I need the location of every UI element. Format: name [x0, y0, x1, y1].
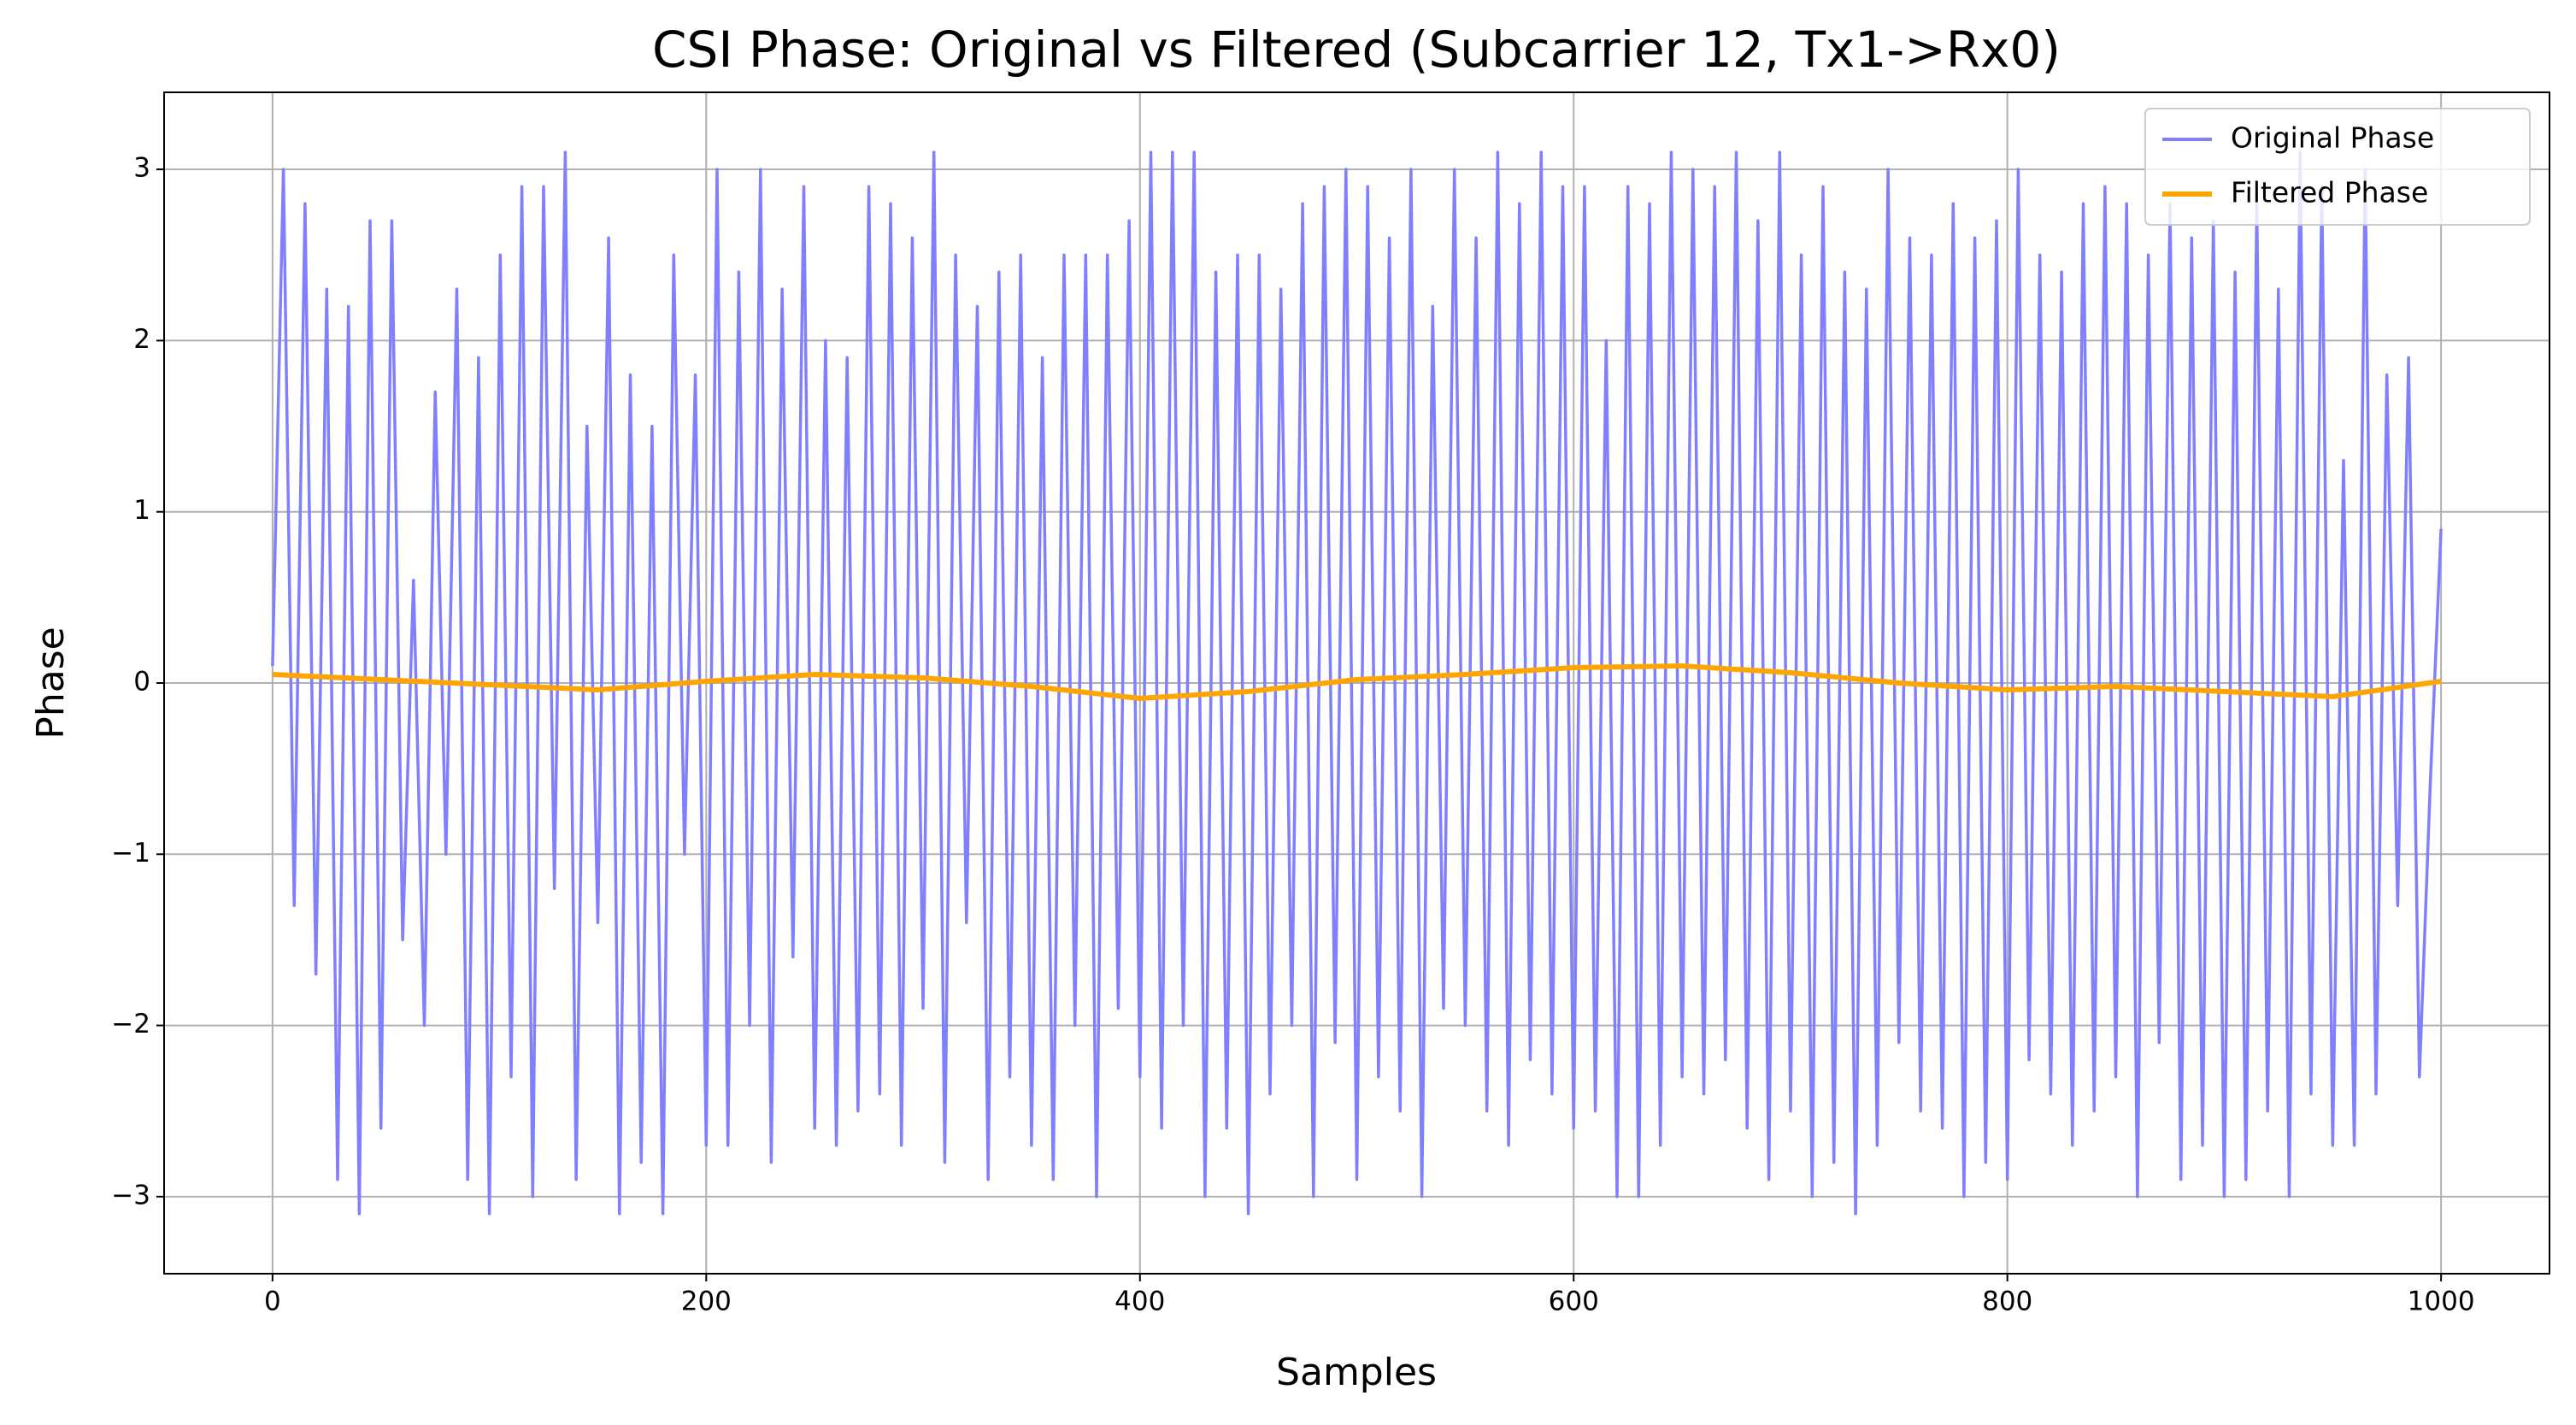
x-tick-label: 600 [1549, 1287, 1599, 1317]
x-tick-label: 1000 [2408, 1287, 2475, 1317]
y-tick-label: −1 [111, 838, 150, 869]
y-tick-label: −3 [111, 1180, 150, 1210]
chart-title: CSI Phase: Original vs Filtered (Subcarr… [652, 21, 2061, 79]
y-tick-label: 0 [133, 667, 150, 698]
y-axis-label: Phase [29, 627, 73, 739]
x-tick-label: 200 [681, 1287, 732, 1317]
y-tick-label: 2 [133, 324, 150, 355]
y-tick-label: 1 [133, 495, 150, 526]
legend-box [2144, 108, 2531, 226]
series-line [271, 150, 2443, 1216]
x-axis-label: Samples [1276, 1351, 1437, 1394]
legend-label: Filtered Phase [2231, 176, 2428, 209]
y-tick-label: −2 [111, 1009, 150, 1039]
x-tick-label: 800 [1982, 1287, 2032, 1317]
y-tick-label: 3 [133, 153, 150, 184]
series-line [272, 663, 2442, 701]
x-tick-label: 400 [1115, 1287, 1165, 1317]
plot-frame [163, 91, 2550, 1275]
x-tick-label: 0 [264, 1287, 281, 1317]
legend-label: Original Phase [2231, 121, 2434, 155]
